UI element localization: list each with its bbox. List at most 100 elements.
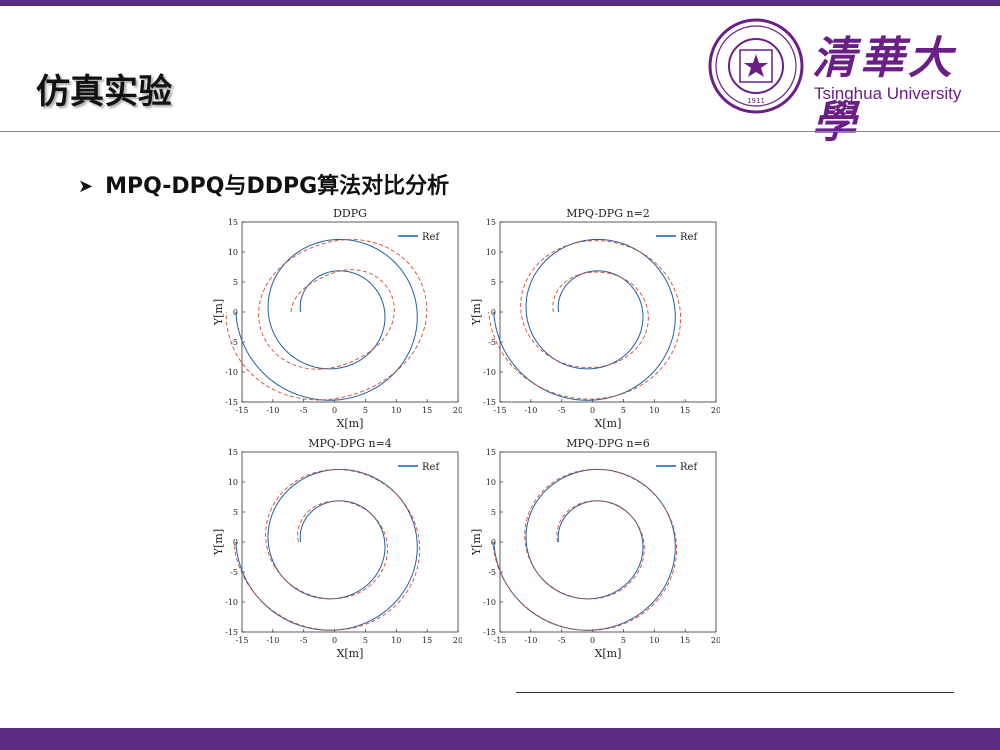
x-tick-label: -10 bbox=[266, 636, 279, 645]
chart-mpq-dpg-n6: MPQ-DPG n=6 -15 -10 -5 0 5 10 15 20 -15 -10 -5 0 5 10 1… bbox=[470, 434, 720, 669]
y-tick-label: -10 bbox=[483, 598, 496, 607]
y-tick-label: 5 bbox=[491, 278, 496, 287]
x-tick-label: 15 bbox=[422, 636, 432, 645]
x-tick-label: -5 bbox=[300, 636, 308, 645]
y-axis-label: Y[m] bbox=[212, 529, 225, 556]
x-axis-label: X[m] bbox=[595, 417, 622, 430]
y-axis-label: Y[m] bbox=[470, 529, 483, 556]
y-tick-label: -15 bbox=[483, 628, 496, 637]
seal-year: 1911 bbox=[747, 97, 765, 105]
x-tick-label: 0 bbox=[332, 406, 337, 415]
x-axis-label: X[m] bbox=[337, 417, 364, 430]
x-tick-label: -5 bbox=[558, 406, 566, 415]
bottom-accent-bar bbox=[0, 728, 1000, 750]
chart-mpq-dpg-n2: MPQ-DPG n=2 -15 -10 -5 0 5 10 15 20 -15 -10 -5 0 5 10 1… bbox=[470, 204, 720, 439]
x-tick-label: -15 bbox=[236, 406, 249, 415]
y-tick-label: 10 bbox=[228, 478, 238, 487]
x-tick-label: 15 bbox=[680, 636, 690, 645]
y-tick-label: -15 bbox=[483, 398, 496, 407]
y-tick-label: -15 bbox=[225, 628, 238, 637]
y-tick-label: -5 bbox=[488, 338, 496, 347]
y-axis-label: Y[m] bbox=[212, 299, 225, 326]
reference-path-line bbox=[493, 468, 676, 631]
y-tick-label: 15 bbox=[228, 448, 238, 457]
y-tick-label: 10 bbox=[228, 248, 238, 257]
y-tick-label: -5 bbox=[488, 568, 496, 577]
x-tick-label: 5 bbox=[621, 406, 626, 415]
y-tick-label: 10 bbox=[486, 478, 496, 487]
x-tick-label: 20 bbox=[453, 406, 462, 415]
y-tick-label: -10 bbox=[225, 598, 238, 607]
tracked-path-line bbox=[488, 240, 682, 400]
x-tick-label: 5 bbox=[363, 636, 368, 645]
footer-divider bbox=[516, 692, 954, 693]
legend-box bbox=[393, 227, 453, 245]
x-tick-label: -15 bbox=[494, 636, 507, 645]
x-tick-label: 0 bbox=[332, 636, 337, 645]
slide-title: 仿真实验 bbox=[36, 72, 172, 112]
x-tick-label: 0 bbox=[590, 636, 595, 645]
x-tick-label: 15 bbox=[422, 406, 432, 415]
tsinghua-seal-icon: 1911 bbox=[708, 18, 804, 114]
y-tick-label: 15 bbox=[486, 218, 496, 227]
y-tick-label: -5 bbox=[230, 568, 238, 577]
y-tick-label: 5 bbox=[233, 278, 238, 287]
x-tick-label: -5 bbox=[558, 636, 566, 645]
x-tick-label: -10 bbox=[266, 406, 279, 415]
bullet-text: MPQ-DPQ与DDPG算法对比分析 bbox=[105, 174, 450, 199]
tracked-path-line bbox=[492, 468, 677, 631]
tracked-path-line bbox=[233, 469, 421, 631]
legend-label: Ref bbox=[422, 462, 440, 473]
chart-title: DDPG bbox=[333, 207, 367, 220]
reference-path-line bbox=[235, 238, 418, 401]
x-tick-label: 5 bbox=[363, 406, 368, 415]
chart-mpq-dpg-n4: MPQ-DPG n=4 -15 -10 -5 0 5 10 15 20 -15 -10 -5 0 5 10 1… bbox=[212, 434, 462, 669]
chart-title: MPQ-DPG n=6 bbox=[566, 437, 650, 450]
chart-title: MPQ-DPG n=4 bbox=[308, 437, 392, 450]
x-axis-label: X[m] bbox=[595, 647, 622, 660]
legend-label: Ref bbox=[422, 232, 440, 243]
legend-label: Ref bbox=[680, 232, 698, 243]
x-tick-label: -5 bbox=[300, 406, 308, 415]
x-tick-label: 0 bbox=[590, 406, 595, 415]
logo-english-text: Tsinghua University bbox=[814, 84, 962, 103]
x-axis-label: X[m] bbox=[337, 647, 364, 660]
plot-frame bbox=[499, 451, 717, 633]
legend-label: Ref bbox=[680, 462, 698, 473]
y-tick-label: -10 bbox=[483, 368, 496, 377]
x-tick-label: 10 bbox=[391, 406, 401, 415]
chart-ddpg: DDPG -15 -10 -5 0 5 10 15 20 -15 -10 -5 0 5 10 15 X[m] Y[… bbox=[212, 204, 462, 439]
x-tick-label: 15 bbox=[680, 406, 690, 415]
chart-title: MPQ-DPG n=2 bbox=[566, 207, 650, 220]
x-tick-label: 10 bbox=[649, 636, 659, 645]
y-tick-label: -10 bbox=[225, 368, 238, 377]
y-tick-label: 15 bbox=[486, 448, 496, 457]
y-tick-label: 10 bbox=[486, 248, 496, 257]
reference-path-line bbox=[235, 468, 418, 631]
y-axis-label: Y[m] bbox=[470, 299, 483, 326]
x-tick-label: 20 bbox=[711, 636, 720, 645]
y-tick-label: 5 bbox=[233, 508, 238, 517]
plot-frame bbox=[241, 451, 459, 633]
x-tick-label: 5 bbox=[621, 636, 626, 645]
x-tick-label: -10 bbox=[524, 636, 537, 645]
legend-box bbox=[651, 457, 711, 475]
tracked-path-line bbox=[225, 239, 428, 401]
tsinghua-logo: 1911 清華大學 Tsinghua University bbox=[708, 18, 978, 148]
legend-box bbox=[651, 227, 711, 245]
reference-path-line bbox=[493, 238, 676, 401]
x-tick-label: -10 bbox=[524, 406, 537, 415]
x-tick-label: 10 bbox=[391, 636, 401, 645]
plot-frame bbox=[241, 221, 459, 403]
header-divider bbox=[0, 131, 1000, 132]
logo-chinese-text: 清華大學 bbox=[812, 33, 956, 148]
legend-box bbox=[393, 457, 453, 475]
x-tick-label: 10 bbox=[649, 406, 659, 415]
bullet-arrow-icon: ➤ bbox=[78, 176, 94, 197]
y-tick-label: -5 bbox=[230, 338, 238, 347]
x-tick-label: 20 bbox=[453, 636, 462, 645]
x-tick-label: 20 bbox=[711, 406, 720, 415]
x-tick-label: -15 bbox=[236, 636, 249, 645]
plot-frame bbox=[499, 221, 717, 403]
top-accent-bar bbox=[0, 0, 1000, 6]
